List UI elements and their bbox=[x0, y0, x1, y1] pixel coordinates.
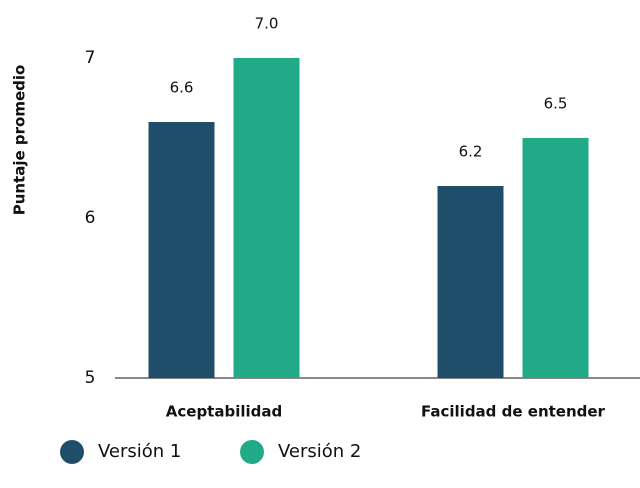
x-tick-label: Facilidad de entender bbox=[421, 403, 606, 421]
legend-label: Versión 2 bbox=[278, 441, 361, 462]
bar bbox=[148, 122, 215, 378]
value-label: 6.6 bbox=[170, 79, 194, 97]
value-label: 6.2 bbox=[459, 143, 483, 161]
value-label: 6.5 bbox=[544, 95, 568, 113]
legend-label: Versión 1 bbox=[98, 441, 181, 462]
bar bbox=[233, 58, 300, 378]
x-tick-label: Aceptabilidad bbox=[166, 403, 282, 421]
legend-swatch bbox=[60, 440, 84, 464]
bar bbox=[437, 186, 504, 378]
legend-swatch bbox=[240, 440, 264, 464]
y-tick-label: 5 bbox=[85, 368, 96, 388]
y-axis-label: Puntaje promedio bbox=[11, 65, 29, 216]
y-tick-label: 6 bbox=[85, 208, 96, 228]
value-label: 7.0 bbox=[255, 15, 279, 33]
y-tick-label: 7 bbox=[85, 48, 96, 68]
bar bbox=[522, 138, 589, 378]
